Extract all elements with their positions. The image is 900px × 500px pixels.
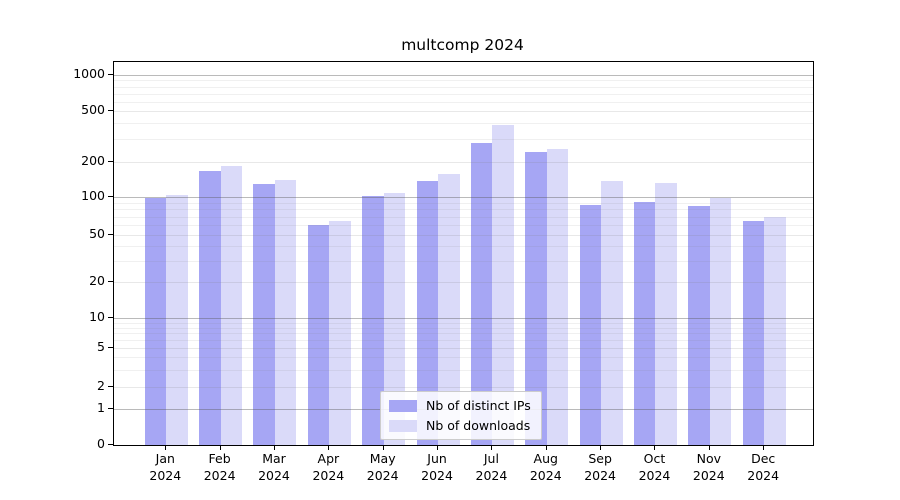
- gridline-800: [114, 86, 813, 88]
- x-tick-label-jul: Jul 2024: [475, 451, 508, 483]
- y-tick-label-200: 200: [81, 153, 105, 168]
- y-tick-5: [108, 346, 113, 348]
- bar-jun-downloads: [438, 173, 460, 445]
- gridline-200: [114, 162, 813, 163]
- x-tick-label-nov: Nov 2024: [692, 451, 725, 483]
- bar-apr-downloads: [329, 221, 351, 445]
- y-tick-label-500: 500: [81, 101, 105, 117]
- y-tick-label-100: 100: [81, 188, 105, 203]
- gridline-700: [114, 93, 813, 95]
- bar-jul-downloads: [492, 124, 514, 445]
- y-tick-200: [108, 161, 113, 162]
- y-tick-0: [108, 444, 113, 445]
- bar-apr-distinct-ips: [307, 225, 330, 445]
- legend-label-downloads: Nb of downloads: [426, 418, 531, 433]
- x-tick-label-may: May 2024: [366, 451, 399, 483]
- y-tick-1000: [108, 73, 113, 75]
- x-tick-label-feb: Feb 2024: [203, 451, 236, 483]
- y-tick-label-2: 2: [97, 378, 105, 393]
- bar-jun-distinct-ips: [416, 181, 439, 445]
- x-tick-feb: [219, 445, 221, 450]
- bar-aug-distinct-ips: [525, 152, 547, 445]
- legend-swatch-downloads: [389, 419, 417, 432]
- x-tick-label-mar: Mar 2024: [258, 451, 290, 483]
- x-tick-label-jan: Jan 2024: [149, 451, 182, 483]
- bar-sep-distinct-ips: [579, 205, 602, 445]
- x-tick-label-sep: Sep 2024: [584, 451, 617, 483]
- y-tick-500: [108, 109, 113, 111]
- y-tick-10: [108, 316, 113, 318]
- bar-oct-distinct-ips: [633, 202, 656, 445]
- x-tick-jun: [437, 445, 439, 450]
- legend-entry-distinct-ips: Nb of distinct IPs: [389, 398, 531, 413]
- legend-entry-downloads: Nb of downloads: [389, 418, 531, 433]
- bar-oct-downloads: [655, 183, 677, 445]
- plot-area: Nb of distinct IPs Nb of downloads: [113, 61, 814, 446]
- gridline-400: [114, 123, 813, 125]
- bar-feb-downloads: [220, 165, 243, 445]
- x-tick-mar: [273, 445, 275, 450]
- bar-nov-distinct-ips: [688, 205, 710, 445]
- x-tick-aug: [545, 445, 547, 450]
- y-tick-label-20: 20: [89, 272, 105, 288]
- x-tick-sep: [600, 445, 602, 450]
- y-tick-label-10: 10: [89, 308, 105, 324]
- gridline-900: [114, 80, 813, 82]
- bar-may-distinct-ips: [362, 196, 384, 445]
- bar-mar-downloads: [274, 180, 297, 445]
- chart-title: multcomp 2024: [401, 36, 524, 54]
- gridline-1000: [114, 74, 813, 76]
- legend-swatch-distinct-ips: [389, 399, 417, 412]
- bar-nov-downloads: [709, 198, 732, 445]
- x-tick-label-dec: Dec 2024: [747, 451, 780, 483]
- y-tick-100: [108, 196, 113, 197]
- x-tick-nov: [708, 445, 710, 450]
- x-tick-may: [382, 445, 384, 450]
- gridline-300: [114, 139, 813, 141]
- bar-may-downloads: [383, 193, 406, 445]
- bar-feb-distinct-ips: [199, 170, 221, 445]
- x-tick-jul: [491, 445, 493, 450]
- y-tick-label-1000: 1000: [73, 65, 105, 81]
- y-tick-2: [108, 386, 113, 387]
- x-tick-apr: [328, 445, 330, 450]
- x-tick-label-oct: Oct 2024: [638, 451, 671, 483]
- y-tick-20: [108, 280, 113, 282]
- bar-jan-distinct-ips: [144, 197, 167, 445]
- y-tick-label-0: 0: [97, 436, 105, 451]
- y-tick-1: [108, 407, 113, 409]
- y-tick-label-50: 50: [89, 226, 105, 241]
- x-tick-dec: [763, 445, 765, 450]
- y-tick-50: [108, 234, 113, 235]
- legend-label-distinct-ips: Nb of distinct IPs: [426, 398, 531, 413]
- bar-jul-distinct-ips: [470, 143, 493, 445]
- x-tick-label-apr: Apr 2024: [312, 451, 345, 483]
- x-tick-label-jun: Jun 2024: [421, 451, 453, 483]
- bar-dec-downloads: [764, 216, 786, 445]
- bar-sep-downloads: [601, 180, 623, 445]
- bar-dec-distinct-ips: [742, 220, 765, 445]
- x-tick-jan: [165, 445, 167, 450]
- gridline-500: [114, 110, 813, 112]
- gridline-600: [114, 101, 813, 103]
- x-tick-oct: [654, 445, 656, 450]
- y-tick-label-5: 5: [97, 338, 105, 354]
- legend: Nb of distinct IPs Nb of downloads: [380, 391, 542, 440]
- x-tick-label-aug: Aug 2024: [529, 451, 562, 483]
- bar-aug-downloads: [546, 149, 569, 445]
- bar-mar-distinct-ips: [253, 183, 275, 445]
- y-tick-label-1: 1: [97, 399, 105, 415]
- bar-jan-downloads: [166, 194, 188, 445]
